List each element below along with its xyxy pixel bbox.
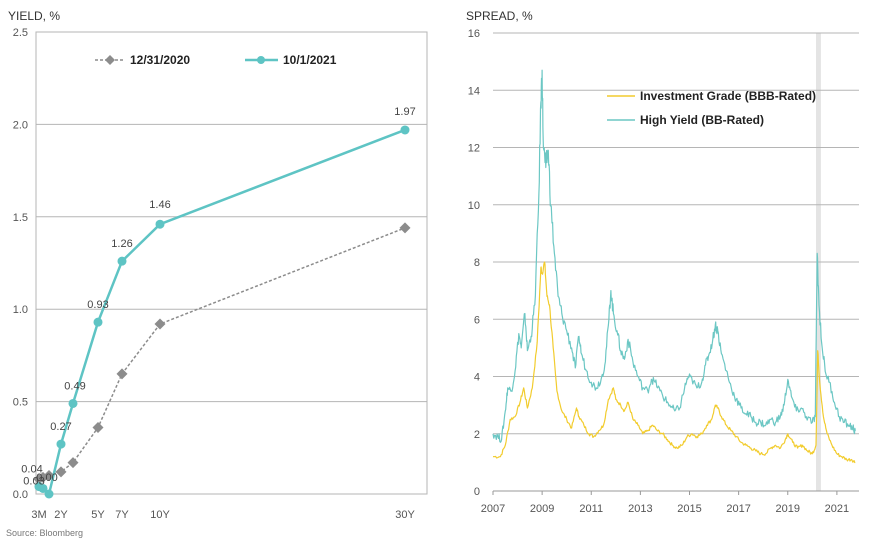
data-label: 0.27 — [50, 421, 71, 433]
point-marker-2020 — [154, 318, 166, 330]
left-x-tick-label: 3M — [31, 509, 46, 521]
data-label: 1.26 — [111, 238, 132, 250]
right-x-tick-label: 2007 — [481, 503, 505, 515]
left-x-tick-label: 30Y — [395, 509, 415, 521]
point-marker-2021 — [155, 219, 165, 229]
legend-circle-marker — [257, 56, 265, 64]
left-y-tick-label: 1.5 — [13, 212, 28, 224]
left-data-labels: 0.040.030.00 0.27 0.49 0.93 1.26 1.46 1.97 — [21, 106, 415, 488]
left-series-group — [33, 125, 411, 499]
right-x-tick-label: 2019 — [776, 503, 800, 515]
right-x-tick-label: 2009 — [530, 503, 554, 515]
high-yield-line — [492, 69, 856, 443]
left-x-tick-label: 7Y — [115, 509, 129, 521]
data-label: 0.00 — [36, 472, 57, 484]
right-x-tick-label: 2011 — [579, 503, 603, 515]
data-label: 0.49 — [64, 380, 85, 392]
left-x-ticks: 3M 2Y 5Y 7Y 10Y 30Y — [31, 509, 415, 521]
right-y-tick-label: 4 — [474, 372, 480, 384]
point-marker-2020 — [55, 466, 67, 478]
right-y-tick-label: 16 — [468, 28, 480, 40]
left-plot-frame — [35, 31, 428, 495]
right-legend: Investment Grade (BBB-Rated) High Yield … — [607, 89, 816, 127]
point-marker-2021 — [56, 439, 66, 449]
left-x-tick-label: 10Y — [150, 509, 170, 521]
left-legend: 12/31/2020 10/1/2021 — [95, 53, 337, 67]
investment-grade-line — [492, 261, 856, 464]
data-label: 0.93 — [87, 299, 108, 311]
right-y-tick-label: 10 — [468, 200, 480, 212]
legend-label-2021: 10/1/2021 — [283, 53, 337, 67]
yield-curve-chart: YIELD, % 0.00.51.01.52.02.5 3M 2Y 5Y 7Y 10Y 3… — [6, 9, 428, 538]
left-x-tick-label: 5Y — [91, 509, 105, 521]
series-line-1 — [38, 128, 406, 497]
right-x-tick-label: 2015 — [677, 503, 701, 515]
point-marker-2020 — [67, 457, 79, 469]
point-marker-2021 — [38, 483, 48, 493]
data-label: 1.46 — [149, 199, 170, 211]
right-y-tick-label: 8 — [474, 257, 480, 269]
right-y-tick-label: 2 — [474, 429, 480, 441]
left-y-ticks: 0.0 0.5 1.0 1.5 2.0 2.5 — [13, 27, 28, 501]
data-label: 1.97 — [394, 106, 415, 118]
left-y-tick-label: 1.0 — [13, 304, 28, 316]
legend-label-2020: 12/31/2020 — [130, 53, 190, 67]
right-x-ticks: 2007 2009 2011 2013 2015 2017 2019 2021 — [481, 491, 849, 515]
right-x-tick-label: 2017 — [726, 503, 750, 515]
left-y-tick-label: 2.5 — [13, 27, 28, 39]
left-y-axis-title: YIELD, % — [8, 9, 60, 23]
point-marker-2020 — [92, 421, 104, 433]
left-gridlines — [36, 123, 427, 403]
point-marker-2020 — [116, 368, 128, 380]
left-x-tick-label: 2Y — [54, 509, 68, 521]
right-y-tick-label: 0 — [474, 486, 480, 498]
data-label: 0.03 — [23, 475, 44, 487]
source-note: Source: Bloomberg — [6, 528, 83, 538]
right-y-tick-label: 12 — [468, 143, 480, 155]
data-label: 0.04 — [21, 464, 42, 476]
right-gridlines — [493, 32, 859, 492]
legend-label-hy: High Yield (BB-Rated) — [640, 113, 764, 127]
point-marker-2021 — [68, 398, 78, 408]
right-series-group — [492, 69, 856, 464]
point-marker-2020 — [399, 222, 411, 234]
spread-chart: SPREAD, % 0 2 4 6 8 10 12 14 16 2007 2009 2011 2013… — [466, 9, 859, 515]
right-x-tick-label: 2021 — [825, 503, 849, 515]
right-y-axis-title: SPREAD, % — [466, 9, 533, 23]
left-y-tick-label: 0.5 — [13, 397, 28, 409]
left-y-tick-label: 2.0 — [13, 119, 28, 131]
point-marker-2021 — [400, 125, 410, 135]
legend-diamond-marker — [105, 55, 115, 65]
left-y-tick-label: 0.0 — [13, 489, 28, 501]
right-x-tick-label: 2013 — [628, 503, 652, 515]
point-marker-2021 — [117, 256, 127, 266]
right-y-ticks: 0 2 4 6 8 10 12 14 16 — [468, 28, 480, 498]
point-marker-2021 — [44, 489, 54, 499]
legend-label-ig: Investment Grade (BBB-Rated) — [640, 89, 816, 103]
series-line-0 — [38, 227, 406, 480]
right-y-tick-label: 6 — [474, 314, 480, 326]
point-marker-2021 — [93, 317, 103, 327]
right-y-tick-label: 14 — [468, 85, 480, 97]
